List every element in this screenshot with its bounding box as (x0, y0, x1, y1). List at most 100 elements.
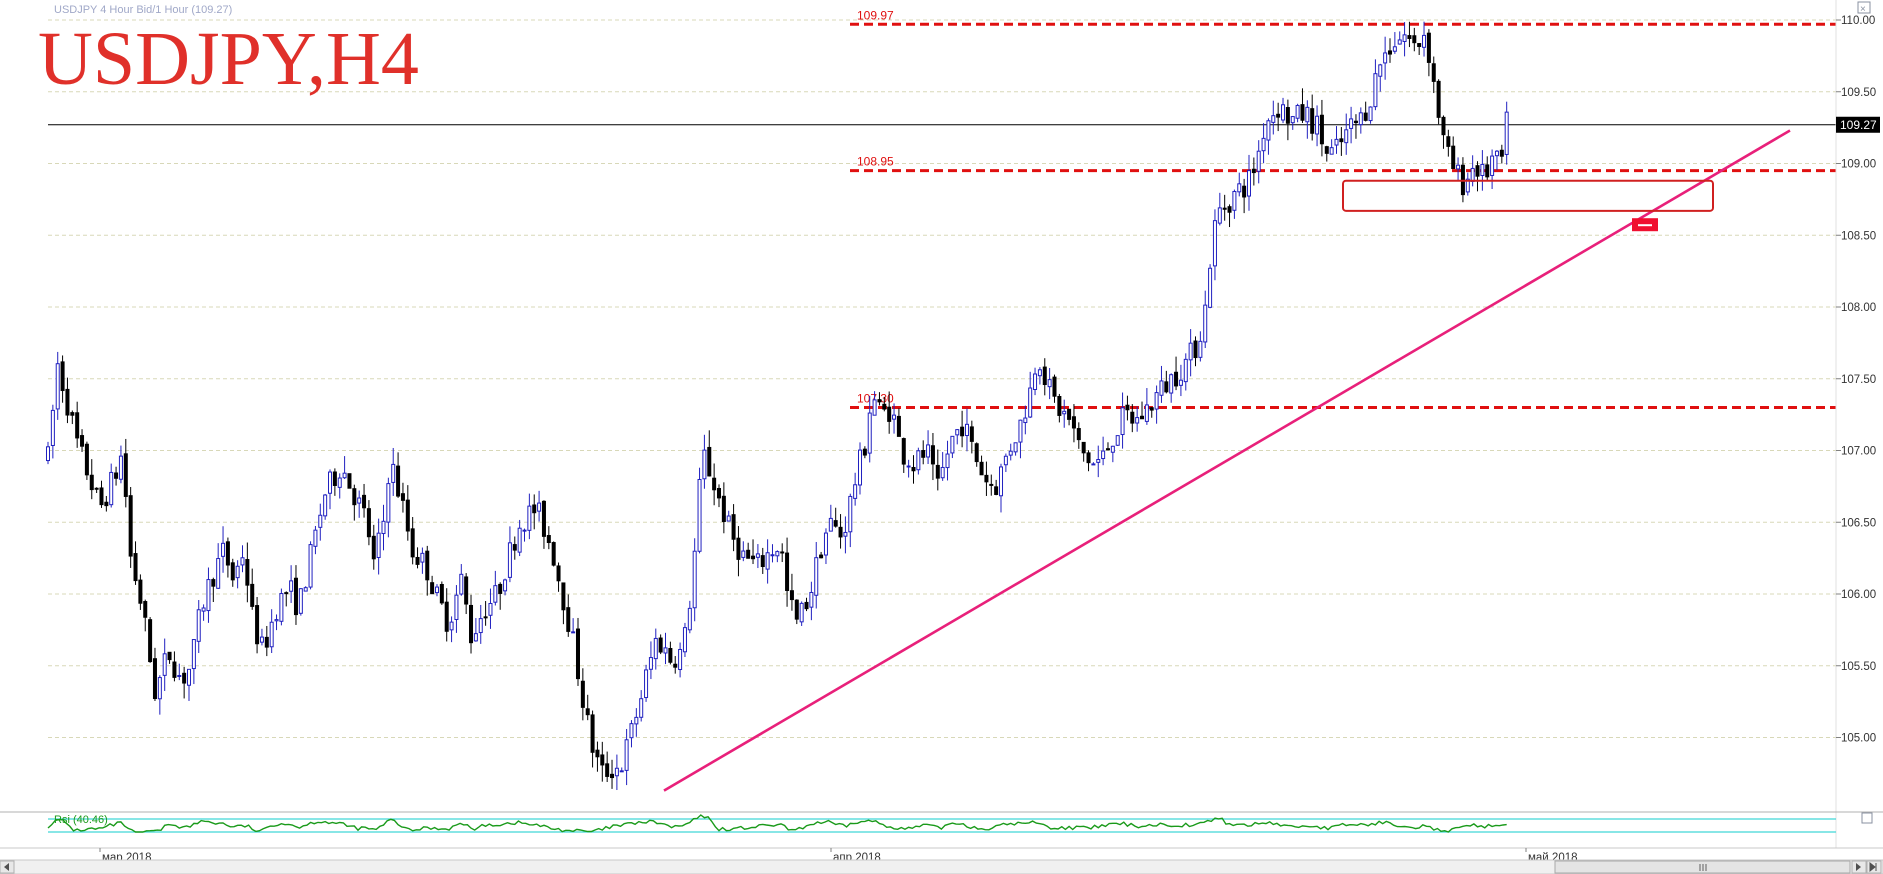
candle-body (104, 501, 109, 507)
candle-body (1319, 114, 1324, 145)
candle-body (1062, 410, 1067, 415)
candle-body (469, 604, 474, 644)
candle-body (1237, 183, 1242, 193)
price-axis[interactable]: 110.00 109.50 109.00 108.50 108.00 107.50 107.… (1836, 15, 1880, 745)
candle-body (1008, 450, 1013, 456)
candle-body (391, 463, 396, 483)
candle-body (1130, 411, 1135, 424)
candle-body (760, 555, 765, 568)
candle-body (240, 557, 245, 566)
candle-body (250, 583, 255, 607)
candle-body (600, 754, 605, 766)
candle-body (746, 549, 751, 559)
candle-body (843, 531, 848, 537)
candle-body (50, 409, 55, 446)
candle-body (702, 449, 707, 480)
candle-body (1144, 404, 1149, 422)
candle-body (94, 487, 99, 490)
candle-body (1105, 448, 1110, 451)
candle-body (887, 406, 892, 422)
candle-body (318, 514, 323, 528)
candle-body (634, 716, 639, 725)
candle-body (405, 499, 410, 532)
candle-body (1426, 32, 1431, 63)
candle-body (1217, 207, 1222, 224)
candle-body (1358, 112, 1363, 126)
candle-body (371, 535, 376, 560)
candle-body (386, 483, 391, 523)
candle-body (347, 473, 352, 489)
candle-body (585, 708, 590, 716)
close-chart-icon[interactable] (1857, 1, 1871, 14)
candle-body (293, 577, 298, 616)
candle-body (225, 541, 230, 566)
candle-body (206, 579, 211, 612)
y-tick-label: 109.00 (1841, 159, 1876, 171)
candle-body (1446, 136, 1451, 147)
candle-body (1344, 129, 1349, 144)
candle-body (1485, 164, 1490, 178)
candle-body (770, 554, 775, 557)
candle-body (118, 455, 123, 480)
candle-body (274, 619, 279, 622)
level-label: 109.97 (857, 8, 894, 22)
candle-body (498, 583, 503, 594)
y-tick-label: 107.00 (1841, 446, 1876, 458)
rsi-label: Rsi (40.46) (54, 814, 108, 826)
candle-body (1003, 455, 1008, 466)
candle-body (707, 446, 712, 477)
candle-body (736, 537, 741, 560)
y-tick-label: 105.00 (1841, 733, 1876, 745)
candle-body (1013, 442, 1018, 453)
candle-body (1086, 452, 1091, 464)
candle-body (673, 663, 678, 668)
rsi-close-icon[interactable] (1861, 812, 1873, 824)
candle-body (1125, 404, 1130, 411)
candle-body (201, 607, 206, 612)
candle-body (1431, 63, 1436, 82)
candle-body (1178, 379, 1183, 386)
candle-body (75, 412, 80, 439)
candle-body (1504, 111, 1509, 155)
candle-body (532, 504, 537, 514)
candle-body (230, 562, 235, 581)
candle-body (1023, 417, 1028, 424)
candle-body (546, 535, 551, 544)
candle-body (1047, 379, 1052, 388)
candle-body (366, 508, 371, 538)
scroll-end-arrow-icon (1869, 861, 1877, 873)
candle-body (1101, 450, 1106, 460)
candle-body (1339, 138, 1344, 143)
candle-body (955, 429, 960, 436)
candle-body (430, 582, 435, 595)
candle-body (1183, 358, 1188, 383)
candle-body (512, 544, 517, 551)
candle-body (1373, 73, 1378, 108)
candle-body (517, 527, 522, 553)
candle-body (298, 588, 303, 614)
candle-body (668, 648, 673, 663)
candle-body (1281, 104, 1286, 121)
candle-body (687, 607, 692, 631)
candle-body (478, 618, 483, 634)
candle-body (1057, 396, 1062, 416)
candle-body (575, 628, 580, 680)
candle-body (128, 495, 133, 557)
candle-body (1378, 64, 1383, 77)
candle-body (459, 573, 464, 595)
candle-body (1203, 304, 1208, 343)
candle-body (639, 698, 644, 718)
candle-body (143, 601, 148, 618)
candle-body (1324, 146, 1329, 154)
candle-body (653, 637, 658, 660)
candle-body (1383, 52, 1388, 64)
candle-body (999, 466, 1004, 497)
candle-body (964, 423, 969, 437)
candle-body (1397, 39, 1402, 45)
candle-body (439, 584, 444, 604)
candle-body (1329, 147, 1334, 155)
scrollbar-track[interactable] (0, 859, 1883, 874)
candle-body (741, 550, 746, 558)
current-price-label: 109.27 (1840, 118, 1877, 132)
